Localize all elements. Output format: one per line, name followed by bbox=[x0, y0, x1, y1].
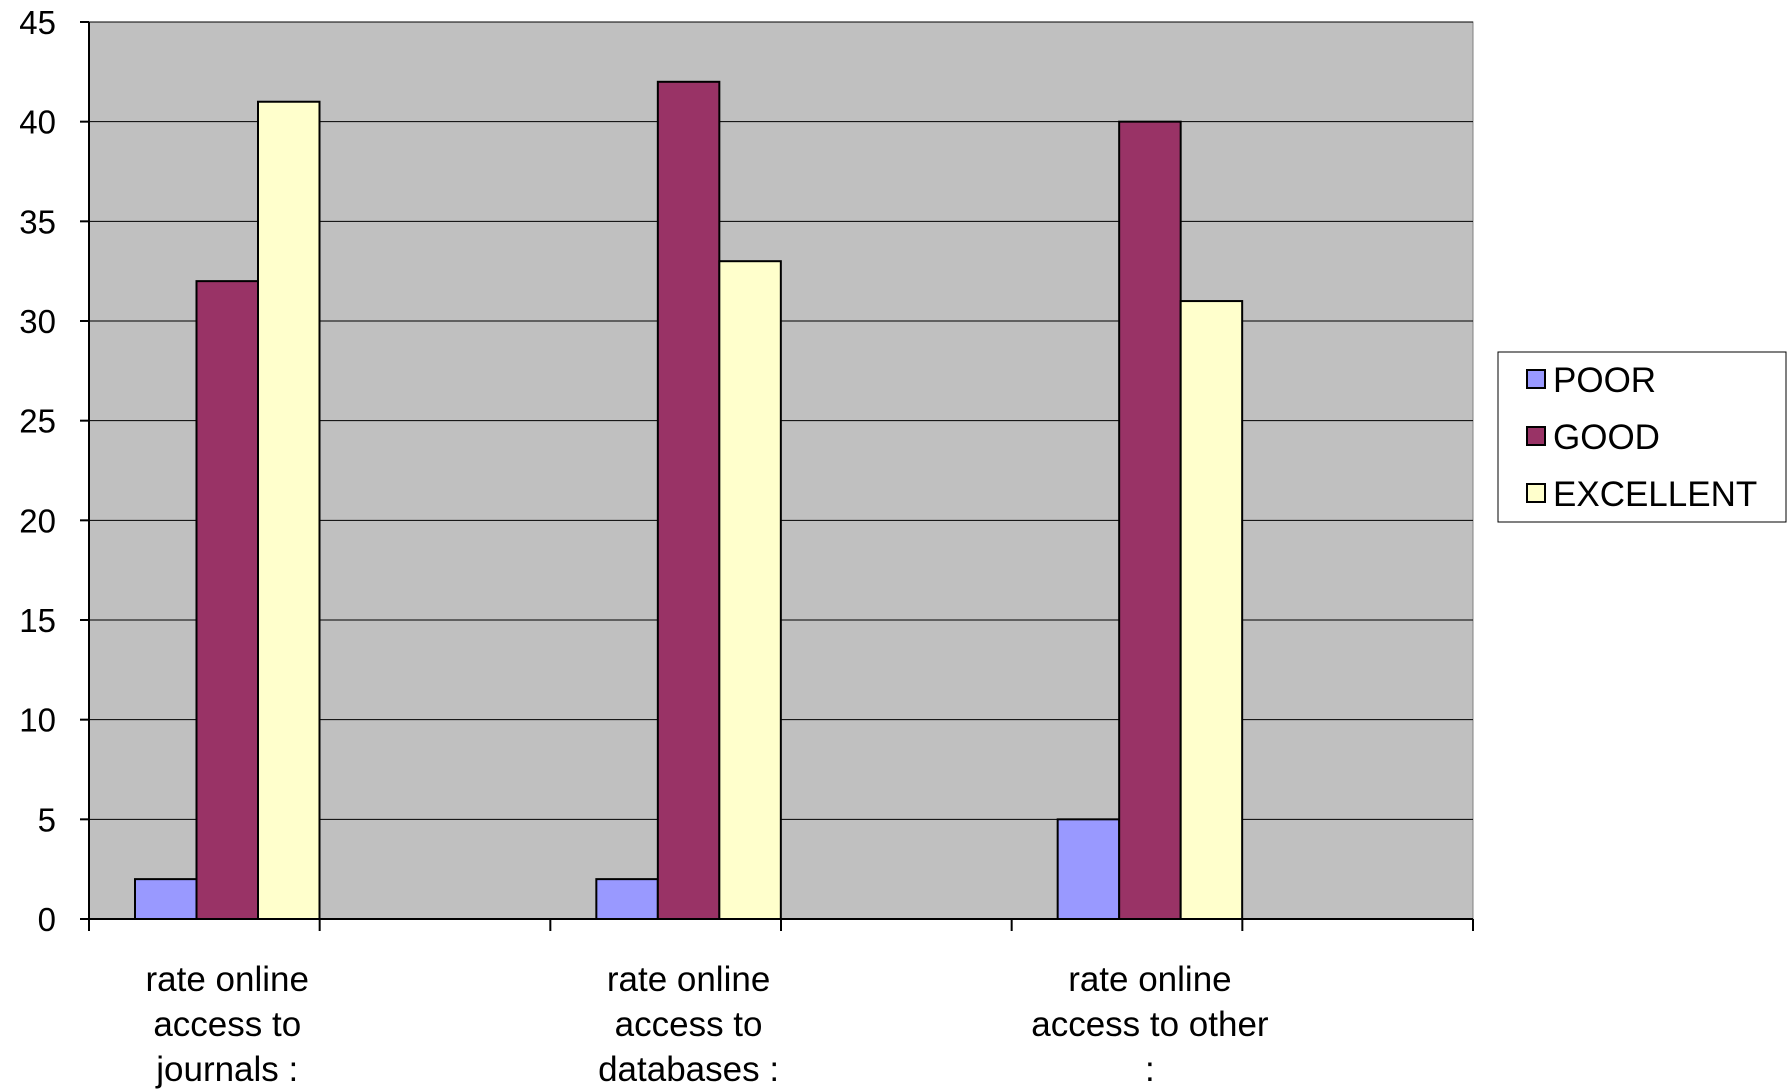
legend-label-excellent: EXCELLENT bbox=[1553, 475, 1757, 514]
x-category-label: journals : bbox=[155, 1050, 298, 1089]
legend-swatch-poor bbox=[1526, 369, 1546, 389]
bar-good-2 bbox=[656, 80, 721, 921]
bar-excellent-2 bbox=[718, 260, 782, 920]
y-tick-label: 40 bbox=[19, 104, 56, 141]
legend: POOR GOOD EXCELLENT bbox=[1497, 351, 1787, 523]
y-tick-label: 5 bbox=[38, 801, 56, 838]
x-category-label: access to bbox=[153, 1005, 301, 1044]
y-tick-label: 15 bbox=[19, 602, 56, 639]
y-tick-label: 20 bbox=[19, 502, 56, 539]
bar-excellent-1 bbox=[257, 100, 321, 920]
bar-poor-3 bbox=[1056, 818, 1121, 920]
y-tick-label: 45 bbox=[19, 4, 56, 41]
bar-poor-1 bbox=[134, 878, 198, 921]
legend-swatch-good bbox=[1526, 426, 1546, 446]
x-category-label: : bbox=[1145, 1050, 1155, 1089]
x-category-label: rate online bbox=[1068, 960, 1231, 999]
x-category-label: access to other bbox=[1031, 1005, 1269, 1044]
axes bbox=[80, 21, 1474, 931]
y-tick-label: 0 bbox=[38, 901, 56, 938]
y-tick-label: 35 bbox=[19, 203, 56, 240]
y-tick-label: 10 bbox=[19, 702, 56, 739]
legend-label-poor: POOR bbox=[1553, 361, 1656, 400]
bar-poor-2 bbox=[595, 878, 659, 921]
y-tick-labels: 0 5 10 15 20 25 30 35 40 45 bbox=[19, 4, 56, 938]
x-category-labels: rate online access to journals : rate onlin… bbox=[146, 960, 1269, 1089]
bar-good-1 bbox=[195, 280, 259, 920]
x-category-label: access to bbox=[615, 1005, 763, 1044]
x-category-label: rate online bbox=[607, 960, 770, 999]
x-category-label: rate online bbox=[146, 960, 309, 999]
x-category-label: databases : bbox=[598, 1050, 779, 1089]
legend-label-good: GOOD bbox=[1553, 418, 1660, 457]
bar-good-3 bbox=[1118, 120, 1182, 920]
y-tick-label: 30 bbox=[19, 303, 56, 340]
bar-excellent-3 bbox=[1179, 300, 1244, 921]
legend-swatch-excellent bbox=[1526, 483, 1546, 503]
y-tick-label: 25 bbox=[19, 403, 56, 440]
bars bbox=[134, 80, 1244, 921]
